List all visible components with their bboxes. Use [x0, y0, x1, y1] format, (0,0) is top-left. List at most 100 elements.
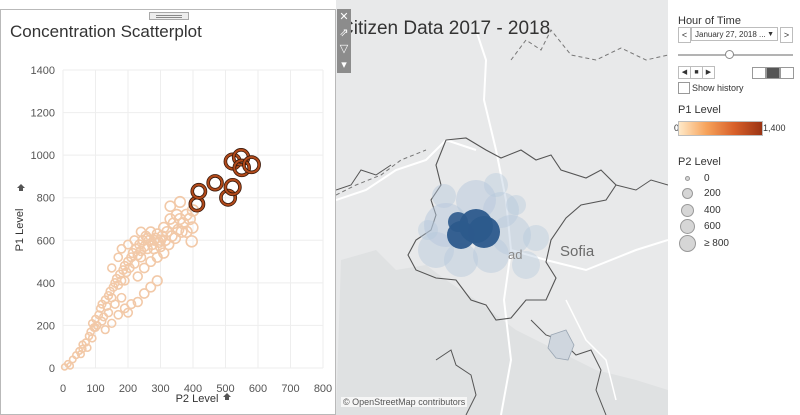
- attribution-text: OpenStreetMap contributors: [352, 397, 466, 407]
- y-tick-labels: 0 200 400 600 800 1000 1200 1400: [31, 65, 55, 375]
- faded-point: [158, 247, 170, 259]
- map-label-sofia: Sofia: [560, 243, 595, 260]
- faded-point: [148, 234, 160, 246]
- y-tick-label: 0: [49, 363, 55, 375]
- faded-point: [138, 288, 150, 299]
- p1-gradient[interactable]: [678, 121, 763, 136]
- scatterplot-panel[interactable]: Concentration Scatterplot 0 200 400 600 800 1…: [0, 9, 336, 415]
- map-attribution[interactable]: © OpenStreetMap contributors: [341, 397, 468, 407]
- show-history-checkbox[interactable]: [678, 82, 690, 94]
- highlighted-point: [233, 159, 251, 177]
- y-tick-label: 1000: [31, 150, 55, 162]
- show-history-label: Show history: [692, 83, 744, 93]
- next-button[interactable]: >: [780, 27, 793, 43]
- legend-sidebar: Hour of Time < January 27, 2018 ... ▼ > …: [672, 0, 800, 415]
- faded-point: [103, 307, 114, 318]
- faded-point: [173, 195, 187, 209]
- chart-grid: [62, 69, 324, 369]
- faded-point: [183, 212, 196, 226]
- faded-point: [100, 325, 110, 335]
- scatter-chart[interactable]: 0 200 400 600 800 1000 1200 1400 0 100 200 300 400 5…: [1, 10, 335, 414]
- faded-point: [186, 221, 199, 234]
- size-circle: [685, 176, 690, 181]
- faded-point: [135, 226, 147, 238]
- faded-point: [122, 239, 134, 250]
- faded-point: [185, 235, 198, 248]
- faded-point: [119, 303, 130, 314]
- x-axis-label: P2 Level: [176, 393, 219, 405]
- faded-point: [175, 225, 188, 238]
- y-tick-label: 400: [37, 278, 55, 290]
- drag-handle[interactable]: [149, 12, 189, 20]
- hour-selector: < January 27, 2018 ... ▼ >: [678, 27, 793, 43]
- faded-point: [83, 343, 92, 353]
- close-icon[interactable]: ✕: [339, 11, 349, 23]
- faded-point: [113, 252, 124, 263]
- speed-slow-icon[interactable]: [752, 67, 766, 79]
- faded-point: [76, 350, 86, 359]
- x-tick-label: 400: [184, 383, 202, 395]
- faded-point: [113, 309, 124, 320]
- faded-point: [78, 344, 87, 354]
- y-tick-label: 1400: [31, 65, 55, 77]
- p1-max: 1,400: [763, 123, 786, 133]
- faded-point: [164, 200, 177, 213]
- menu-icon[interactable]: ▾: [341, 59, 347, 71]
- highlighted-point: [242, 156, 261, 174]
- x-tick-label: 700: [281, 383, 299, 395]
- x-tick-label: 0: [60, 383, 66, 395]
- x-tick-label: 600: [249, 383, 267, 395]
- p1-legend-title: P1 Level: [678, 104, 721, 116]
- p2-legend-title: P2 Level: [678, 156, 721, 168]
- slider-thumb[interactable]: [725, 50, 734, 59]
- x-tick-label: 300: [151, 383, 169, 395]
- faded-point: [107, 318, 117, 329]
- panel-title: Concentration Scatterplot: [10, 22, 202, 41]
- faded-point: [107, 263, 117, 273]
- faded-point: [87, 318, 97, 328]
- chevron-down-icon: ▼: [767, 31, 774, 38]
- time-slider[interactable]: [678, 50, 793, 59]
- size-circle: [682, 188, 693, 199]
- hour-value: January 27, 2018 ...: [695, 30, 766, 39]
- x-axis-pin-icon[interactable]: [223, 393, 231, 400]
- faded-point: [87, 333, 97, 343]
- faded-point: [151, 275, 163, 287]
- faded-point: [119, 275, 130, 286]
- copyright-icon: ©: [343, 397, 350, 407]
- filter-icon[interactable]: ▽: [339, 43, 349, 55]
- faded-point: [108, 282, 119, 292]
- prev-button[interactable]: <: [678, 27, 691, 43]
- faded-point: [135, 252, 147, 263]
- map-canvas: [336, 0, 668, 415]
- y-axis-pin-icon[interactable]: [17, 184, 25, 191]
- play-icon[interactable]: ▶: [702, 66, 715, 79]
- map-title: Citizen Data 2017 - 2018: [340, 18, 551, 39]
- map-bubbles: [418, 173, 549, 279]
- highlighted-point: [191, 183, 207, 199]
- popout-icon[interactable]: ⇗: [339, 27, 349, 39]
- hour-title: Hour of Time: [678, 15, 741, 27]
- size-circle: [680, 219, 695, 234]
- size-circle: [679, 235, 696, 252]
- faded-point: [142, 232, 153, 244]
- faded-point: [132, 271, 143, 282]
- y-tick-label: 600: [37, 235, 55, 247]
- p1-min: 0: [674, 123, 680, 133]
- faded-point: [145, 281, 157, 293]
- map-view[interactable]: [336, 0, 668, 415]
- stop-icon[interactable]: ■: [690, 66, 703, 79]
- x-tick-label: 100: [86, 383, 104, 395]
- faded-points: [60, 195, 200, 371]
- y-tick-label: 800: [37, 193, 55, 205]
- hour-dropdown[interactable]: January 27, 2018 ... ▼: [691, 27, 778, 41]
- y-axis-label: P1 Level: [14, 209, 26, 252]
- speed-fast-icon[interactable]: [780, 67, 794, 79]
- speed-medium-icon[interactable]: [766, 67, 780, 79]
- faded-point: [138, 262, 150, 274]
- y-tick-label: 1200: [31, 108, 55, 120]
- faded-point: [97, 316, 107, 326]
- y-tick-label: 200: [37, 320, 55, 332]
- x-tick-label: 800: [314, 383, 332, 395]
- x-tick-label: 200: [119, 383, 137, 395]
